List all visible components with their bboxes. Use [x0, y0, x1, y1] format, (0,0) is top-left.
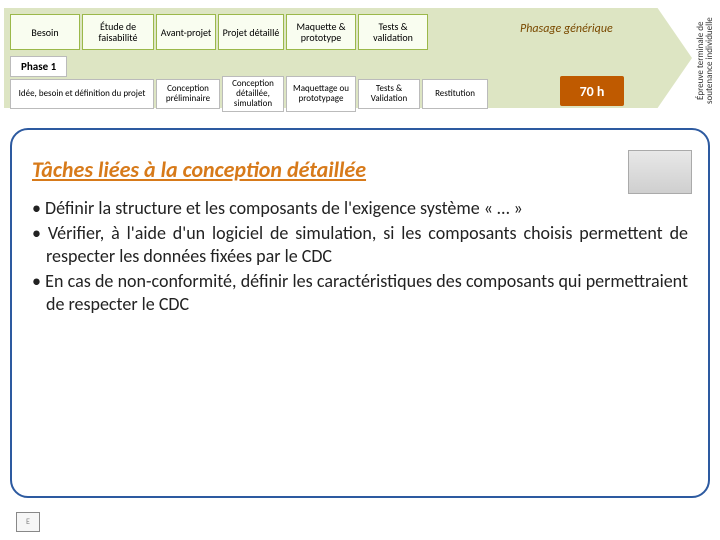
bullet-1: • Définir la structure et les composants… [32, 197, 688, 220]
header-cell-tests: Tests & validation [358, 14, 428, 50]
phase-cell-tests: Tests & Validation [358, 79, 420, 109]
bullet-list: • Définir la structure et les composants… [32, 197, 688, 316]
header-cell-maquette: Maquette & prototype [286, 14, 356, 50]
footer-logo: E [16, 512, 40, 532]
phase-row: Idée, besoin et définition du projet Con… [10, 76, 488, 112]
content-frame: Tâches liées à la conception détaillée •… [10, 128, 710, 498]
side-label: Épreuve terminale de soutenance individu… [696, 6, 718, 116]
phase-cell-conception-det: Conception détaillée, simulation [222, 76, 284, 112]
header-cell-projet: Projet détaillé [218, 14, 284, 50]
header-row: Besoin Étude de faisabilité Avant-projet… [10, 14, 428, 50]
header-cell-besoin: Besoin [10, 14, 80, 50]
bullet-3: • En cas de non-conformité, définir les … [32, 270, 688, 316]
phase-cell-maquettage: Maquettage ou prototypage [286, 76, 356, 112]
phase-cell-conception-prelim: Conception préliminaire [156, 79, 220, 109]
header-cell-avant: Avant-projet [156, 14, 216, 50]
bullet-2: • Vérifier, à l'aide d'un logiciel de si… [32, 222, 688, 268]
thumbnail-image [628, 150, 692, 194]
hours-badge: 70 h [560, 76, 624, 106]
section-title: Tâches liées à la conception détaillée [32, 156, 688, 183]
header-cell-etude: Étude de faisabilité [82, 14, 154, 50]
phase-cell-restitution: Restitution [422, 79, 488, 109]
phase-cell-idee: Idée, besoin et définition du projet [10, 79, 154, 109]
process-arrow-section: Besoin Étude de faisabilité Avant-projet… [0, 0, 720, 118]
phase-label: Phase 1 [10, 56, 67, 77]
phasage-label: Phasage générique [520, 22, 613, 36]
